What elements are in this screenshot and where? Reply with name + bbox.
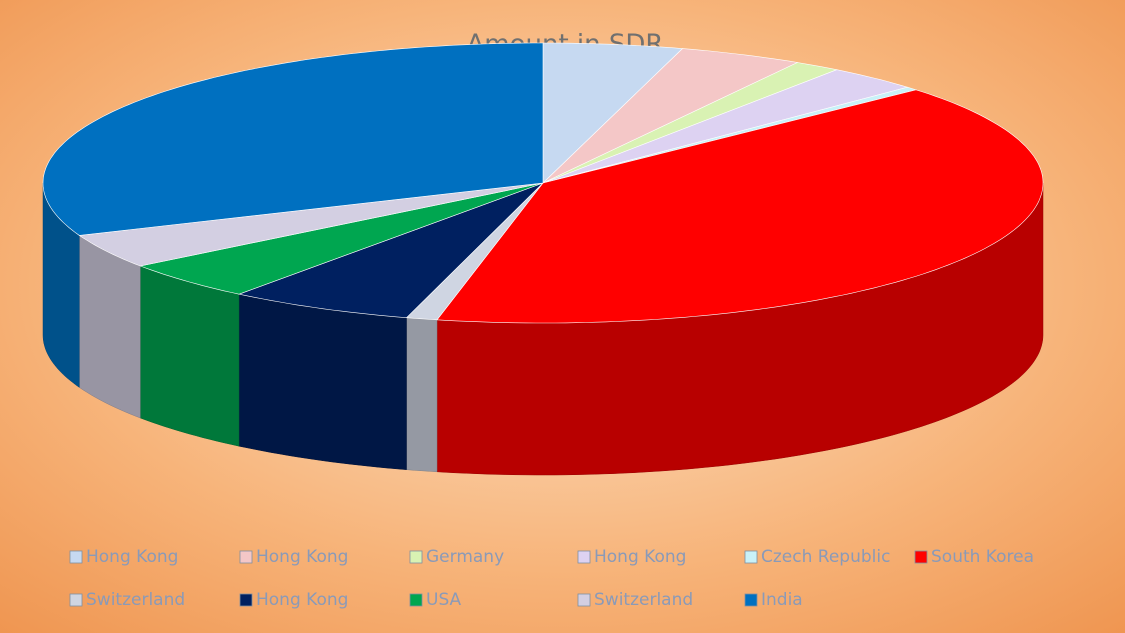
legend-label: Hong Kong bbox=[256, 547, 348, 567]
slice bbox=[542, 48, 799, 184]
slice bbox=[542, 69, 909, 184]
legend-label: Hong Kong bbox=[86, 547, 178, 567]
legend-label: USA bbox=[426, 590, 462, 610]
slice bbox=[436, 89, 1044, 324]
legend-swatch bbox=[239, 550, 253, 564]
legend-swatch bbox=[409, 593, 423, 607]
legend-swatch bbox=[744, 550, 758, 564]
slice-side bbox=[406, 317, 438, 473]
slice bbox=[542, 42, 684, 184]
legend-label: South Korea bbox=[931, 547, 1034, 567]
slice-side bbox=[238, 293, 407, 470]
slice bbox=[78, 182, 544, 267]
slice-side bbox=[140, 265, 240, 447]
slice bbox=[237, 182, 544, 319]
legend-label: Czech Republic bbox=[761, 547, 890, 567]
legend-swatch bbox=[69, 550, 83, 564]
legend-label: India bbox=[761, 590, 803, 610]
legend-label: Switzerland bbox=[86, 590, 185, 610]
legend-label: Hong Kong bbox=[256, 590, 348, 610]
legend-swatch bbox=[239, 593, 253, 607]
legend-swatch bbox=[577, 550, 591, 564]
legend-swatch bbox=[69, 593, 83, 607]
legend-label: Switzerland bbox=[594, 590, 693, 610]
legend-swatch bbox=[744, 593, 758, 607]
legend-label: Germany bbox=[426, 547, 504, 567]
slice bbox=[542, 62, 838, 184]
slice bbox=[139, 182, 544, 295]
slice-side bbox=[79, 234, 141, 419]
legend-label: Hong Kong bbox=[594, 547, 686, 567]
slice bbox=[42, 42, 544, 236]
legend-swatch bbox=[409, 550, 423, 564]
legend-swatch bbox=[914, 550, 928, 564]
legend-swatch bbox=[577, 593, 591, 607]
